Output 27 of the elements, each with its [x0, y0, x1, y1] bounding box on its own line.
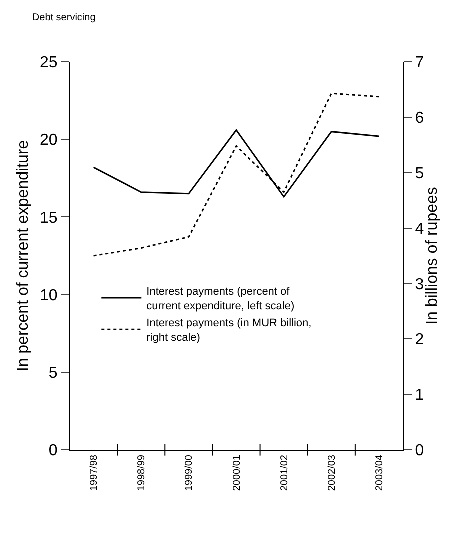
y-tick-label: 10 [40, 287, 58, 304]
y2-tick-label: 7 [415, 54, 424, 72]
y2-tick-label: 0 [415, 442, 424, 460]
x-tick-label: 2001/02 [279, 454, 290, 492]
y2-tick-label: 5 [415, 165, 424, 182]
x-tick-label: 2002/03 [326, 454, 338, 492]
x-tick-label: 1997/98 [89, 454, 100, 492]
y2-tick-label: 1 [415, 387, 424, 404]
y2-axis-title: In billions of rupees [424, 187, 442, 325]
y-tick-label: 25 [40, 54, 58, 72]
y2-tick-label: 6 [415, 110, 424, 128]
x-tick-label: 2000/01 [232, 454, 243, 492]
y-tick-label: 0 [48, 442, 58, 460]
y-axis-title: In percent of current expenditure [15, 140, 32, 372]
x-tick-label: 1999/00 [184, 454, 196, 492]
y-tick-label: 20 [40, 132, 58, 150]
legend-label: Interest payments (percent of current expenditure, left scale) [146, 286, 295, 312]
x-tick-label: 2003/04 [374, 454, 386, 492]
x-tick-label: 1998/99 [136, 454, 148, 492]
y-tick-label: 15 [40, 210, 58, 227]
line-series [93, 92, 380, 257]
chart-title: Debt servicing [32, 12, 96, 24]
y-tick-label: 5 [48, 365, 58, 382]
y2-tick-label: 3 [415, 276, 424, 294]
y2-tick-label: 2 [415, 332, 424, 349]
legend-label: Interest payments (in MUR billion, right scale) [146, 318, 312, 344]
y2-tick-label: 4 [415, 220, 424, 238]
